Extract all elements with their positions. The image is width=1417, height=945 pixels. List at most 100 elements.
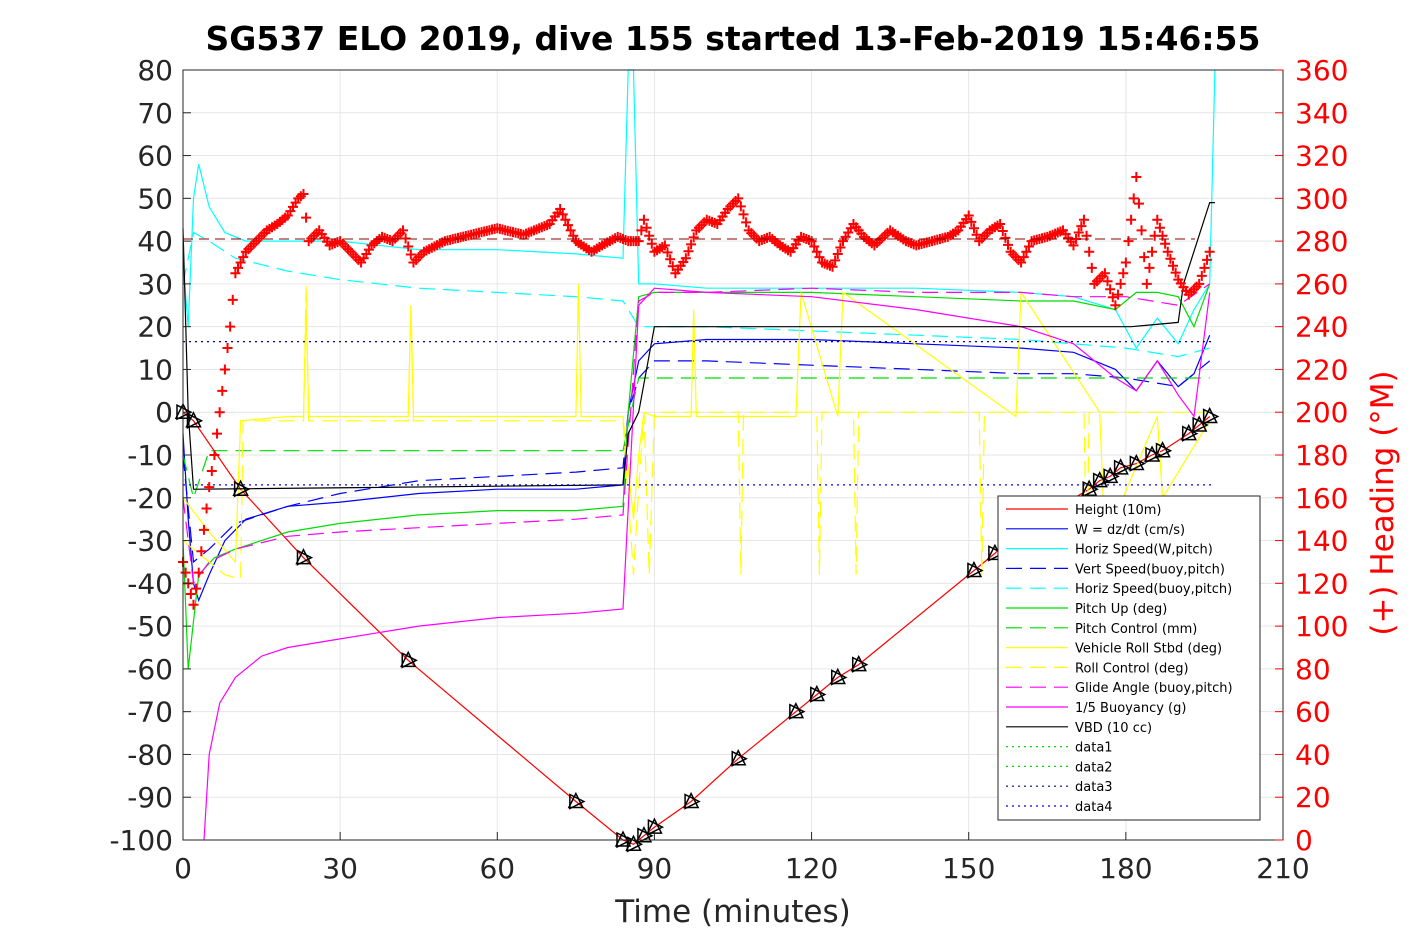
height-marker: [637, 827, 654, 844]
heading-marker: [1170, 267, 1181, 278]
heading-marker: [193, 567, 204, 578]
legend-label: data3: [1075, 780, 1113, 795]
series-layer: [182, 69, 1216, 845]
height-marker: [851, 656, 869, 673]
heading-marker: [196, 546, 207, 557]
y-tick-label: -30: [127, 525, 173, 558]
heading-marker: [227, 294, 238, 305]
height-marker: [186, 412, 204, 429]
height-marker: [787, 701, 805, 719]
height-marker: [1190, 415, 1208, 432]
heading-marker: [198, 524, 209, 535]
height-marker: [684, 793, 701, 810]
height-marker: [731, 750, 748, 767]
heading-marker: [233, 262, 243, 273]
heading-marker: [735, 201, 746, 212]
y-tick-label: -40: [127, 567, 173, 600]
y2-tick-label: 40: [1295, 738, 1331, 771]
series-line: [182, 283, 1210, 580]
height-marker: [185, 411, 202, 428]
y2-tick-label: 160: [1295, 482, 1348, 515]
heading-marker: [1120, 257, 1131, 268]
height-marker: [1180, 423, 1197, 441]
heading-marker: [1131, 171, 1142, 182]
heading-marker: [212, 428, 223, 439]
heading-marker: [995, 219, 1006, 229]
heading-marker: [563, 220, 573, 231]
y-tick-label: 40: [137, 225, 173, 258]
heading-marker: [659, 240, 670, 251]
heading-marker: [565, 225, 576, 236]
heading-marker: [733, 193, 744, 204]
heading-marker: [1018, 252, 1029, 263]
y2-tick-label: 60: [1295, 696, 1331, 729]
legend-label: data2: [1075, 760, 1113, 775]
height-marker: [1128, 453, 1145, 471]
height-marker: [614, 830, 632, 847]
legend-label: Horiz Speed(buoy,pitch): [1075, 582, 1232, 597]
heading-marker: [811, 246, 822, 257]
heading-marker: [1102, 276, 1113, 287]
heading-marker: [646, 238, 657, 249]
height-marker: [682, 791, 700, 809]
height-marker: [988, 545, 1005, 562]
heading-marker: [185, 589, 196, 600]
heading-marker: [1123, 236, 1134, 247]
heading-marker: [966, 216, 977, 227]
x-tick-label: 150: [942, 852, 995, 885]
heading-marker: [1016, 257, 1027, 268]
y-tick-label: 30: [137, 268, 173, 301]
heading-marker: [1141, 278, 1152, 289]
height-marker: [635, 826, 653, 843]
heading-marker: [1107, 292, 1118, 303]
y-tick-label: -90: [127, 781, 173, 814]
x-axis-ticks: 0 30 60 90 120 150 180 210: [174, 832, 1310, 885]
y2-tick-label: 120: [1295, 567, 1348, 600]
heading-marker: [1133, 198, 1144, 209]
heading-marker: [1165, 253, 1176, 264]
height-marker: [1201, 406, 1218, 424]
legend: Height (10m) W = dz/dt (cm/s) Horiz Speed(…: [997, 495, 1261, 821]
heading-marker: [217, 385, 228, 396]
heading-marker: [1076, 221, 1087, 232]
legend-label: VBD (10 cc): [1075, 721, 1152, 736]
heading-marker: [398, 225, 408, 236]
x-tick-label: 0: [174, 852, 192, 885]
heading-marker: [400, 233, 411, 244]
height-marker: [296, 549, 314, 566]
heading-marker: [738, 209, 749, 220]
legend-label: Pitch Control (mm): [1075, 622, 1197, 637]
x-tick-label: 30: [322, 852, 358, 885]
heading-marker: [830, 255, 841, 266]
height-marker: [232, 479, 249, 496]
height-marker: [626, 836, 644, 853]
legend-label: data1: [1075, 741, 1113, 756]
heading-marker: [298, 189, 309, 200]
y-tick-label: -20: [127, 482, 173, 515]
heading-marker: [641, 222, 652, 233]
heading-marker: [688, 232, 699, 243]
y-tick-label: -100: [109, 824, 173, 857]
y2-tick-label: 0: [1295, 824, 1313, 857]
y-tick-label: 0: [155, 396, 173, 429]
x-tick-label: 120: [785, 852, 838, 885]
height-marker: [1082, 481, 1099, 498]
y-tick-label: -50: [127, 610, 173, 643]
heading-marker: [560, 214, 571, 225]
y2-tick-label: 180: [1295, 439, 1348, 472]
legend-label: Glide Angle (buoy,pitch): [1075, 681, 1233, 696]
height-marker: [233, 481, 251, 498]
legend-label: Vert Speed(buoy,pitch): [1075, 562, 1225, 577]
heading-marker: [1021, 246, 1032, 257]
y-tick-label: 50: [137, 182, 173, 215]
height-marker: [401, 652, 418, 669]
y2-tick-label: 220: [1295, 353, 1348, 386]
x-tick-label: 60: [479, 852, 515, 885]
heading-series: [178, 171, 1215, 610]
heading-marker: [1000, 232, 1011, 243]
legend-label: 1/5 Buoyancy (g): [1075, 701, 1186, 716]
height-markers: [174, 402, 1220, 853]
y-tick-label: 10: [137, 353, 173, 386]
y2-tick-label: 260: [1295, 268, 1348, 301]
y2-axis-ticks: 3603403203002802602402202001801601401201…: [1275, 54, 1348, 857]
